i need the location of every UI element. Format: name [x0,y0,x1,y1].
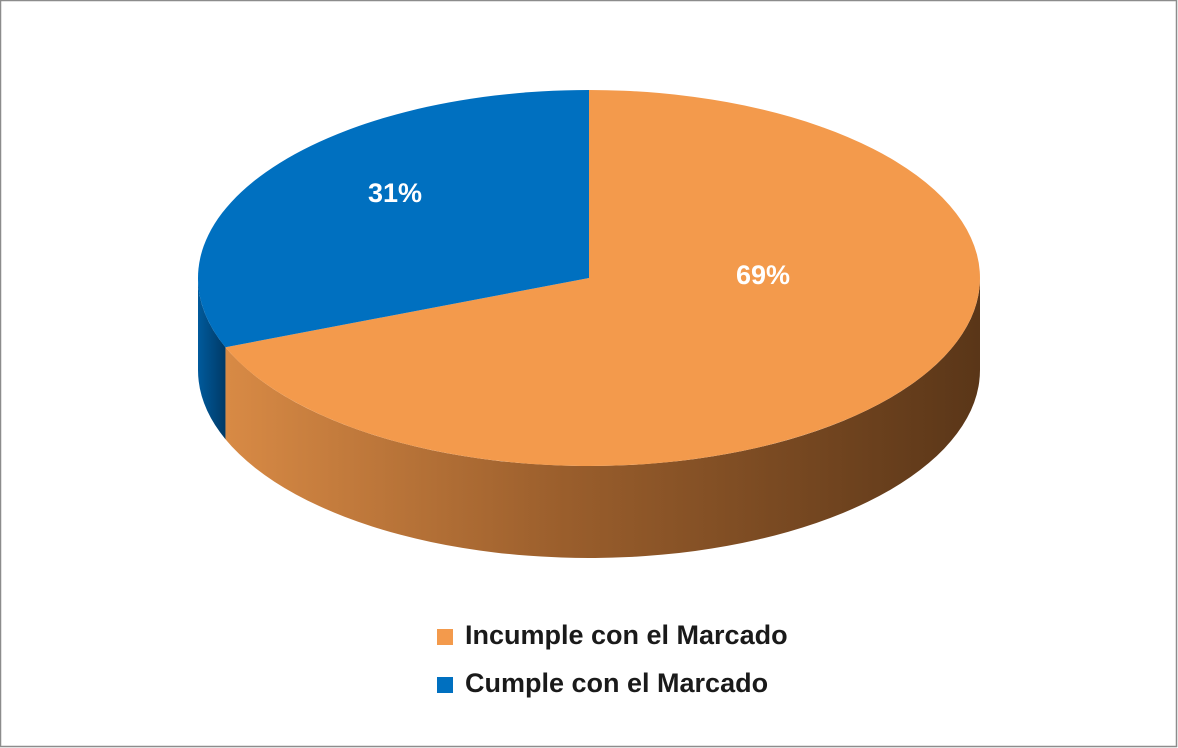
legend-label: Cumple con el Marcado [465,668,768,698]
pie-side [225,278,980,559]
legend-swatch [437,677,453,693]
pie-side [198,278,226,440]
data-label: 69% [736,260,790,290]
pie-slice [197,90,589,348]
legend-label: Incumple con el Marcado [465,620,788,650]
data-label: 31% [368,178,422,208]
pie-slice [225,90,981,467]
legend-swatch [437,629,453,645]
